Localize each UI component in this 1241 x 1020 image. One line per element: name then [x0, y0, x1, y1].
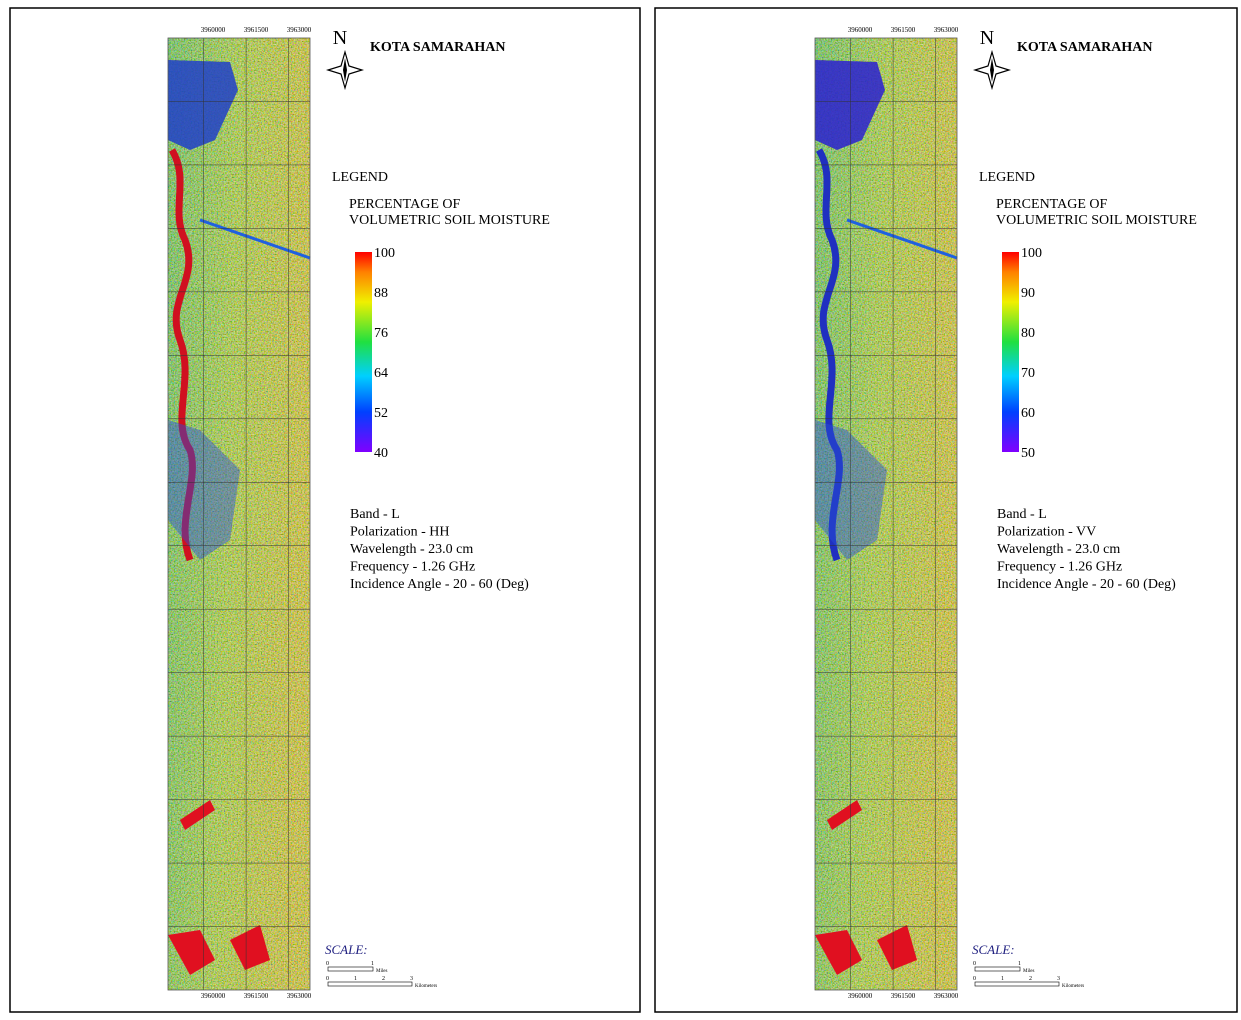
- road: [846, 218, 958, 260]
- legend-title: VOLUMETRIC SOIL MOISTURE: [996, 213, 1197, 228]
- color-bar-label: 40: [374, 446, 388, 461]
- color-bar-label: 60: [1021, 406, 1035, 421]
- sensor-info: Wavelength - 23.0 cm: [350, 542, 473, 557]
- scale-bar: [974, 981, 1060, 987]
- color-bar-label: 76: [374, 326, 388, 341]
- scale-label: SCALE:: [972, 942, 1015, 957]
- scale-label: SCALE:: [325, 942, 368, 957]
- sensor-info: Incidence Angle - 20 - 60 (Deg): [350, 577, 529, 592]
- scale-unit: Kilometers: [415, 984, 437, 989]
- legend-title: VOLUMETRIC SOIL MOISTURE: [349, 213, 550, 228]
- scale-tick: 1: [1018, 961, 1021, 967]
- x-coordinate-label: 3963000: [934, 992, 959, 1000]
- x-coordinate-label: 3963000: [934, 26, 959, 34]
- x-coordinate-label: 3961500: [891, 26, 916, 34]
- color-bar-label: 50: [1021, 446, 1035, 461]
- legend-title: PERCENTAGE OF: [349, 197, 460, 212]
- scale-tick: 0: [973, 976, 976, 982]
- color-bar-label: 64: [374, 366, 388, 381]
- scale-tick: 1: [1001, 976, 1004, 982]
- color-bar-label: 100: [374, 246, 395, 261]
- panel: 3960000 3960000 3961500 3961500 3963000 39630…: [814, 26, 1197, 1000]
- red-patches: [815, 800, 917, 975]
- river: [168, 148, 196, 562]
- map-border: [167, 37, 311, 991]
- color-bar-label: 90: [1021, 286, 1035, 301]
- panel: 3960000 3960000 3961500 3961500 3963000 39630…: [167, 26, 550, 1000]
- north-label: N: [980, 27, 994, 49]
- compass-rose: [990, 58, 994, 82]
- scale-tick: 0: [326, 961, 329, 967]
- red-patches: [168, 800, 270, 975]
- map-noise: [815, 38, 957, 990]
- legend-heading: LEGEND: [979, 170, 1035, 185]
- x-coordinate-label: 3963000: [287, 26, 312, 34]
- sensor-info: Polarization - VV: [997, 525, 1096, 540]
- x-coordinate-label: 3960000: [201, 992, 226, 1000]
- sensor-info: Band - L: [997, 507, 1047, 522]
- x-coordinate-label: 3961500: [244, 26, 269, 34]
- sensor-info: Band - L: [350, 507, 400, 522]
- road: [199, 218, 311, 260]
- scale-tick: 1: [371, 961, 374, 967]
- scale-tick: 3: [410, 976, 413, 982]
- color-bar-label: 80: [1021, 326, 1035, 341]
- compass-rose: [343, 58, 347, 82]
- north-label: N: [333, 27, 347, 49]
- x-coordinate-label: 3960000: [848, 992, 873, 1000]
- scale-tick: 3: [1057, 976, 1060, 982]
- scale-tick: 0: [973, 961, 976, 967]
- x-coordinate-label: 3961500: [244, 992, 269, 1000]
- blue-patches: [168, 420, 240, 560]
- river: [815, 148, 843, 562]
- color-bar-label: 88: [374, 286, 388, 301]
- sensor-info: Frequency - 1.26 GHz: [350, 560, 475, 575]
- scale-unit: Miles: [1023, 969, 1034, 974]
- x-coordinate-label: 3961500: [891, 992, 916, 1000]
- scale-tick: 2: [1029, 976, 1032, 982]
- map-title: KOTA SAMARAHAN: [370, 40, 505, 55]
- scale-bar: [327, 981, 413, 987]
- x-coordinate-label: 3960000: [201, 26, 226, 34]
- map-noise: [168, 38, 310, 990]
- scale-bar: [327, 966, 374, 972]
- color-bar-label: 100: [1021, 246, 1042, 261]
- sensor-info: Frequency - 1.26 GHz: [997, 560, 1122, 575]
- panel-frame: [9, 7, 641, 1013]
- color-bar-label: 52: [374, 406, 388, 421]
- water-area: [815, 60, 885, 150]
- legend-title: PERCENTAGE OF: [996, 197, 1107, 212]
- scale-tick: 1: [354, 976, 357, 982]
- scale-tick: 0: [326, 976, 329, 982]
- color-bar: [355, 252, 372, 452]
- scale-bar: [974, 966, 1021, 972]
- blue-patches: [815, 420, 887, 560]
- map-title: KOTA SAMARAHAN: [1017, 40, 1152, 55]
- water-area: [168, 60, 238, 150]
- sensor-info: Incidence Angle - 20 - 60 (Deg): [997, 577, 1176, 592]
- sensor-info: Wavelength - 23.0 cm: [997, 542, 1120, 557]
- scale-unit: Miles: [376, 969, 387, 974]
- sensor-info: Polarization - HH: [350, 525, 450, 540]
- color-bar: [1002, 252, 1019, 452]
- x-coordinate-label: 3963000: [287, 992, 312, 1000]
- panel-frame: [654, 7, 1238, 1013]
- scale-tick: 2: [382, 976, 385, 982]
- scale-unit: Kilometers: [1062, 984, 1084, 989]
- legend-heading: LEGEND: [332, 170, 388, 185]
- x-coordinate-label: 3960000: [848, 26, 873, 34]
- map-border: [814, 37, 958, 991]
- color-bar-label: 70: [1021, 366, 1035, 381]
